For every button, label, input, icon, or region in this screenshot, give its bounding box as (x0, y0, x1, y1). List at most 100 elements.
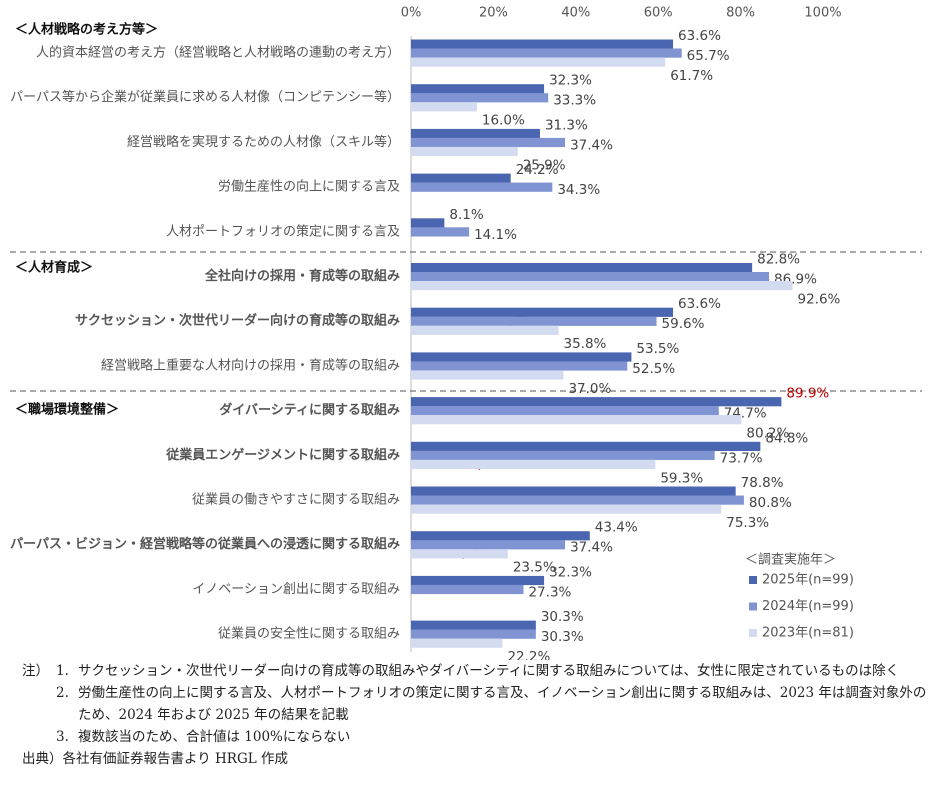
bar (411, 352, 632, 362)
value-label: 23.5% (513, 560, 556, 576)
value-label: 24.2% (516, 162, 559, 178)
bar (411, 575, 545, 586)
x-tick-label: 40% (561, 6, 590, 21)
value-label: 92.6% (798, 292, 841, 308)
chart: ＜調査実施年＞ 0% 20% 40% 60% 80% 100% ＜人材戦略の考え方等＞ 人的資… (10, 6, 922, 665)
value-label: 59.3% (660, 470, 703, 486)
legend-swatch (749, 576, 757, 584)
category-label: パーパス・ビジョン・経営戦略等の従業員への浸透に関する取組み (10, 536, 400, 552)
value-label: 30.3% (541, 609, 584, 625)
bar (411, 629, 536, 639)
bar (411, 397, 782, 407)
section-label: ＜人材育成＞ (15, 260, 93, 276)
bar (411, 370, 564, 380)
value-label: 32.3% (549, 564, 592, 580)
value-label: 30.3% (541, 629, 584, 645)
value-label: 33.3% (553, 93, 596, 109)
bar (411, 406, 719, 416)
note-number: 1. (56, 663, 69, 679)
category-label: 従業員の安全性に関する取組み (218, 626, 400, 642)
note-indent (22, 726, 56, 748)
legend-title: ＜調査実施年＞ (745, 552, 836, 568)
legend-label: 2024年(n=99) (762, 599, 854, 614)
legend-label: 2025年(n=99) (762, 573, 854, 588)
value-label: 8.1% (449, 207, 483, 223)
bar (411, 102, 477, 112)
bar (411, 325, 559, 335)
value-label: 43.4% (595, 520, 638, 536)
bar (411, 504, 722, 514)
value-label: 32.3% (549, 73, 592, 89)
bar (411, 540, 566, 550)
value-label: 37.0% (568, 381, 611, 397)
legend-swatch (749, 602, 757, 611)
value-label: 84.8% (765, 430, 808, 446)
bar (411, 584, 524, 595)
bar (411, 227, 470, 237)
source: 出典）各社有価証券報告書より HRGL 作成 (22, 751, 288, 767)
value-label: 80.2% (746, 426, 789, 442)
category-label: パーパス等から企業が従業員に求める人材像（コンピテンシー等） (10, 89, 400, 105)
legend-label: 2023年(n=81) (762, 626, 854, 641)
x-tick-label: 80% (726, 6, 755, 21)
note-prefix: 注） (22, 663, 49, 679)
value-label: 75.3% (726, 515, 769, 531)
category-label: 従業員エンゲージメントに関する取組み (165, 447, 400, 463)
note-number: 2. (56, 685, 69, 701)
value-label: 78.8% (741, 475, 784, 491)
category-label: 人的資本経営の考え方（経営戦略と人材戦略の連動の考え方） (36, 45, 400, 61)
bar (411, 638, 503, 648)
category-label: イノベーション創出に関する取組み (192, 582, 400, 597)
bar (411, 84, 545, 94)
note-text: サクセッション・次世代リーダー向けの育成等の取組みやダイバーシティに関する取組み… (78, 663, 900, 679)
value-label: 37.4% (570, 137, 613, 153)
value-label: 31.3% (545, 117, 588, 133)
category-label: 全社向けの採用・育成等の取組み (204, 268, 400, 284)
note-indent (22, 682, 56, 726)
bar (411, 495, 744, 505)
bar (411, 415, 742, 425)
bar (411, 441, 761, 451)
section-label: ＜人材戦略の考え方等＞ (15, 22, 158, 38)
value-label: 63.6% (678, 296, 721, 312)
section-label: ＜職場環境整備＞ (15, 402, 119, 418)
bar (411, 272, 770, 282)
bar (411, 48, 682, 58)
category-label: サクセッション・次世代リーダー向けの育成等の取組み (75, 313, 400, 329)
category-label: 人材ポートフォリオの策定に関する言及 (166, 223, 400, 239)
value-label: 27.3% (528, 584, 571, 600)
category-label: 経営戦略を実現するための人材像（スキル等） (127, 134, 400, 150)
bar (411, 531, 590, 541)
value-label: 37.4% (570, 540, 613, 556)
bar (411, 450, 715, 460)
bar (411, 182, 553, 192)
value-label: 22.2% (507, 649, 550, 660)
note-row: 3. 複数該当のため、合計値は 100%にならない (22, 726, 934, 748)
bar (411, 307, 674, 317)
bar (411, 361, 628, 371)
note-row: 注） 1. サクセッション・次世代リーダー向けの育成等の取組みやダイバーシティに関す… (22, 660, 934, 682)
bar (411, 316, 657, 326)
legend-swatch (749, 629, 757, 637)
bar (411, 39, 674, 49)
x-tick-label: 0% (401, 6, 422, 21)
category-label: 経営戦略上重要な人材向けの採用・育成等の取組み (101, 357, 400, 373)
value-label: 73.7% (720, 450, 763, 466)
bar (411, 486, 736, 496)
notes: 注） 1. サクセッション・次世代リーダー向けの育成等の取組みやダイバーシティに関す… (22, 660, 934, 770)
bar (411, 146, 518, 157)
note-text: 複数該当のため、合計値は 100%にならない (78, 729, 351, 745)
x-tick-label: 100% (804, 6, 841, 21)
value-label: 52.5% (632, 361, 675, 377)
bar (411, 620, 536, 630)
x-tick-label: 20% (479, 6, 508, 21)
bar (411, 263, 753, 273)
note-number: 3. (56, 729, 69, 745)
category-label: 労働生産性の向上に関する言及 (218, 179, 400, 195)
value-label: 80.8% (749, 495, 792, 511)
note-row: 2. 労働生産性の向上に関する言及、人材ポートフォリオの策定に関する言及、イノベー… (22, 682, 934, 726)
category-label: 従業員の働きやすさに関する取組み (192, 492, 400, 508)
value-label: 35.8% (563, 336, 606, 352)
bar (411, 218, 445, 228)
bar (411, 57, 666, 67)
